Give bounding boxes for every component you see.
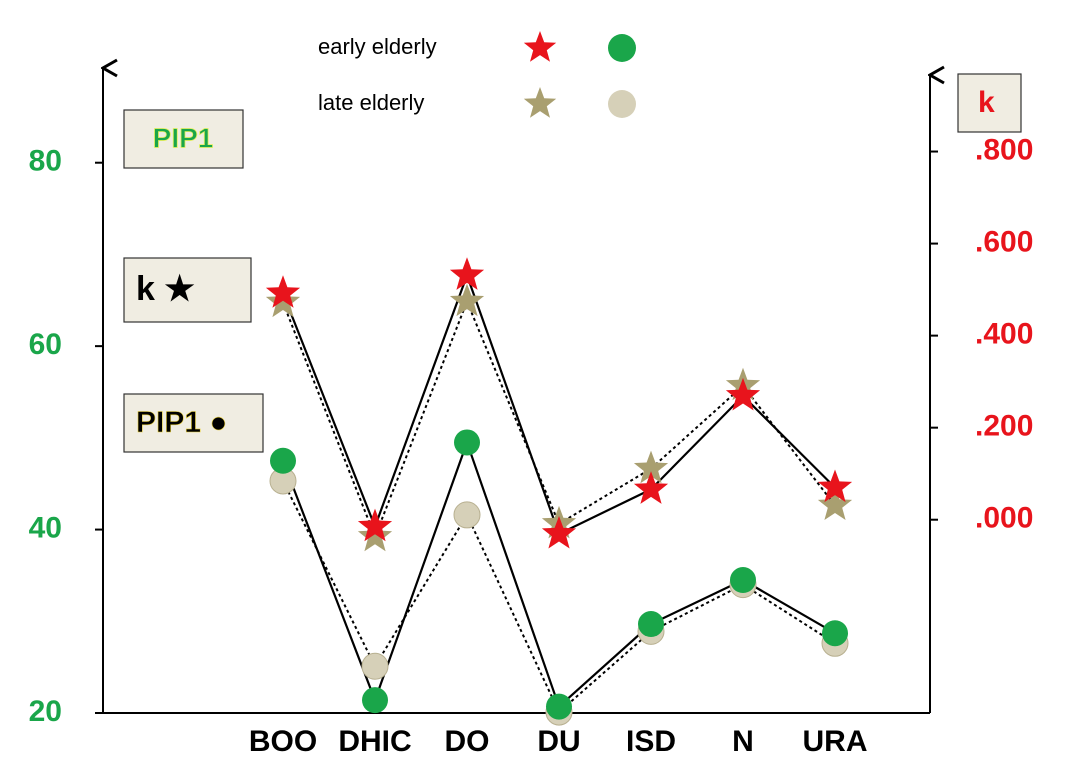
pip1-point (453, 501, 481, 529)
k-point (817, 469, 853, 503)
x-tick-label: BOO (249, 725, 317, 758)
pip1-point (362, 687, 388, 714)
line (281, 272, 836, 536)
legend-label: late elderly (318, 90, 424, 115)
annotation-box (123, 393, 264, 453)
y-tick-label: 80 (29, 145, 62, 178)
legend-k-marker (523, 31, 557, 62)
y2-tick-label: .200 (975, 410, 1033, 443)
y2-tick-label: .000 (975, 502, 1033, 535)
y2-tick-label: .800 (975, 133, 1033, 166)
k-point (541, 516, 577, 549)
annotation-box (123, 257, 252, 323)
k-point (265, 275, 301, 308)
x-tick-label: DU (537, 725, 580, 758)
x-tick-label: DHIC (338, 725, 411, 758)
y-tick-label: 40 (29, 511, 62, 544)
k-point (633, 471, 669, 504)
x-tick-label: N (732, 725, 754, 758)
legend-pip1-marker (608, 90, 636, 118)
annotation: k ★ (136, 270, 195, 308)
k-point (817, 487, 853, 520)
k-point (449, 283, 485, 317)
pip1-point (270, 447, 296, 474)
pip1-point (822, 620, 848, 647)
y-axis-label: PIP1 (153, 122, 214, 153)
axis-label-box (123, 109, 244, 169)
k-point (633, 450, 669, 484)
pip1-point (546, 693, 572, 720)
k-point (357, 518, 393, 552)
x-tick-label: DO (445, 725, 490, 758)
legend-k-marker (523, 87, 557, 118)
k-point (449, 257, 485, 290)
y2-tick-label: .400 (975, 318, 1033, 351)
k-point (357, 508, 393, 542)
pip1-point (361, 652, 389, 680)
axis-label-box (957, 73, 1022, 133)
pip1-point (638, 611, 664, 638)
pip1-point (730, 567, 756, 594)
legend-label: early elderly (318, 34, 437, 59)
y-tick-label: 20 (29, 695, 62, 728)
legend-pip1-marker (608, 34, 636, 62)
k-point (725, 377, 761, 411)
x-tick-label: ISD (626, 725, 676, 758)
x-tick-label: URA (803, 725, 868, 758)
y-tick-label: 60 (29, 328, 62, 361)
y2-tick-label: .600 (975, 226, 1033, 259)
annotation: PIP1 ● (136, 406, 228, 439)
pip1-point (454, 429, 480, 456)
y2-axis-label: k (978, 86, 995, 119)
